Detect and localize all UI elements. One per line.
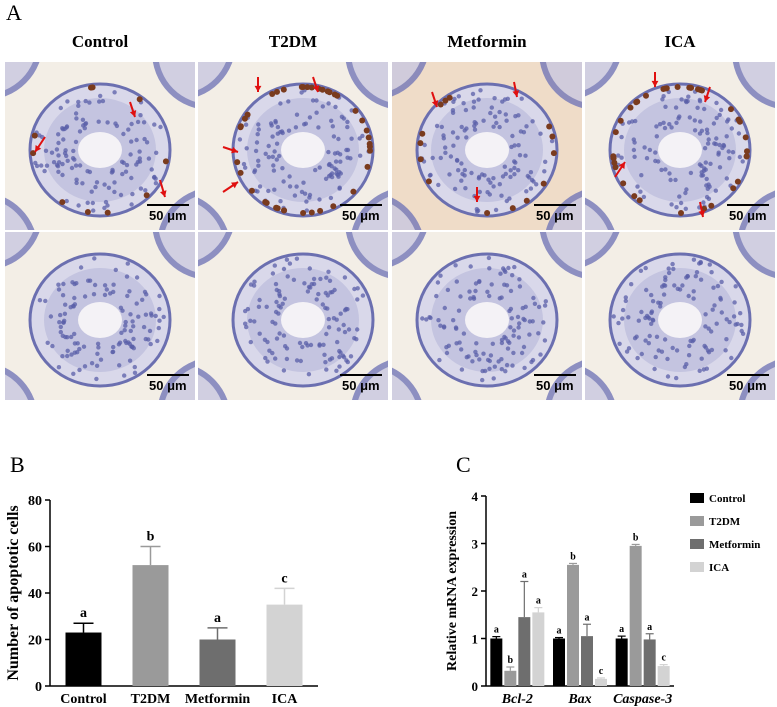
legend-label: T2DM bbox=[709, 516, 741, 528]
significance-letter: a bbox=[536, 596, 541, 607]
apoptotic-cells-chart: Number of apoptotic cells 0 20 40 60 80 a Contr… bbox=[5, 494, 318, 707]
bar-t2dm-bcl-2 bbox=[504, 670, 517, 686]
bar-control-caspase-3 bbox=[615, 638, 628, 686]
bar-ica-bcl-2 bbox=[532, 612, 545, 686]
scale-bar bbox=[340, 204, 382, 206]
y-tick-label: 0 bbox=[472, 679, 479, 694]
column-title-metformin: Metformin bbox=[447, 32, 527, 51]
mrna-expression-chart: Relative mRNA expression 0 1 2 3 4 a b a a Bcl-2 a b… bbox=[445, 489, 760, 707]
legend-swatch bbox=[690, 539, 704, 549]
x-tick-label: ICA bbox=[272, 692, 299, 707]
y-tick-label: 40 bbox=[28, 587, 42, 602]
y-axis-label: Relative mRNA expression bbox=[445, 511, 460, 671]
column-title-ica: ICA bbox=[664, 32, 696, 51]
bar-control bbox=[65, 632, 102, 686]
y-tick-label: 2 bbox=[472, 584, 479, 599]
x-tick-label: Bax bbox=[567, 692, 591, 707]
scale-bar-label: 50 μm bbox=[536, 378, 574, 393]
bar-t2dm bbox=[132, 565, 169, 686]
column-title-t2dm: T2DM bbox=[268, 32, 318, 51]
legend-label: Metformin bbox=[709, 539, 760, 551]
scale-bar bbox=[534, 204, 576, 206]
scale-bar bbox=[147, 374, 189, 376]
significance-letter: a bbox=[557, 626, 562, 637]
scale-bar bbox=[340, 374, 382, 376]
micrograph-control-control-stain: 50 μm bbox=[5, 232, 195, 400]
y-tick-label: 4 bbox=[472, 489, 479, 504]
bar-metformin-bcl-2 bbox=[518, 617, 531, 686]
bar-control-bcl-2 bbox=[490, 638, 503, 686]
bar-t2dm-caspase-3 bbox=[629, 545, 642, 686]
y-tick-label: 80 bbox=[28, 494, 42, 509]
y-tick-label: 3 bbox=[472, 537, 479, 552]
scale-bar bbox=[147, 204, 189, 206]
x-tick-label: Control bbox=[60, 692, 107, 707]
x-tick-label: T2DM bbox=[131, 692, 171, 707]
micrograph-control-tunel: 50 μm bbox=[5, 62, 195, 230]
y-tick-label: 20 bbox=[28, 634, 42, 649]
y-tick-label: 60 bbox=[28, 541, 42, 556]
scale-bar-label: 50 μm bbox=[342, 208, 380, 223]
y-tick-label: 0 bbox=[35, 680, 42, 695]
scale-bar bbox=[534, 374, 576, 376]
significance-letter: a bbox=[494, 625, 499, 636]
y-axis-label: Number of apoptotic cells bbox=[5, 505, 22, 680]
bar-metformin-caspase-3 bbox=[643, 639, 656, 686]
micrograph-metformin-tunel: 50 μm bbox=[392, 62, 582, 230]
significance-letter: b bbox=[633, 532, 639, 543]
significance-letter: a bbox=[647, 622, 652, 633]
x-tick-label: Metformin bbox=[185, 692, 251, 707]
significance-letter: b bbox=[147, 530, 155, 545]
significance-letter: a bbox=[619, 624, 624, 635]
scale-bar-label: 50 μm bbox=[729, 378, 767, 393]
significance-letter: b bbox=[508, 655, 514, 666]
bar-metformin bbox=[199, 639, 236, 686]
panel-a-letter: A bbox=[6, 0, 22, 25]
bar-control-bax bbox=[553, 638, 565, 686]
micrograph-t2dm-tunel: 50 μm bbox=[198, 62, 388, 230]
scale-bar-label: 50 μm bbox=[149, 208, 187, 223]
legend-label: ICA bbox=[709, 562, 729, 574]
significance-letter: a bbox=[585, 612, 590, 623]
bar-ica-caspase-3 bbox=[657, 666, 670, 686]
micrograph-metformin-control-stain: 50 μm bbox=[392, 232, 582, 400]
bar-ica-bax bbox=[595, 678, 607, 686]
bar-ica bbox=[266, 604, 303, 686]
scale-bar-label: 50 μm bbox=[149, 378, 187, 393]
significance-letter: b bbox=[570, 551, 576, 562]
legend-swatch bbox=[690, 562, 704, 572]
micrograph-ica-control-stain: 50 μm bbox=[585, 232, 775, 400]
y-tick-label: 1 bbox=[472, 632, 479, 647]
legend-label: Control bbox=[709, 493, 745, 505]
x-tick-label: Bcl-2 bbox=[501, 692, 533, 707]
scale-bar-label: 50 μm bbox=[729, 208, 767, 223]
panel-b-letter: B bbox=[10, 452, 25, 477]
legend-swatch bbox=[690, 493, 704, 503]
significance-letter: c bbox=[281, 571, 287, 586]
column-title-control: Control bbox=[71, 32, 129, 51]
significance-letter: a bbox=[522, 570, 527, 581]
scale-bar-label: 50 μm bbox=[342, 378, 380, 393]
significance-letter: c bbox=[661, 653, 666, 664]
bar-metformin-bax bbox=[581, 636, 593, 686]
micrograph-t2dm-control-stain: 50 μm bbox=[198, 232, 388, 400]
legend-swatch bbox=[690, 516, 704, 526]
significance-letter: a bbox=[80, 606, 87, 621]
panel-c-letter: C bbox=[456, 452, 471, 477]
bar-t2dm-bax bbox=[567, 564, 579, 686]
micrograph-ica-tunel: 50 μm bbox=[585, 62, 775, 230]
scale-bar bbox=[727, 374, 769, 376]
significance-letter: c bbox=[599, 666, 604, 677]
scale-bar-label: 50 μm bbox=[536, 208, 574, 223]
significance-letter: a bbox=[214, 611, 221, 626]
x-tick-label: Caspase-3 bbox=[613, 692, 672, 707]
scale-bar bbox=[727, 204, 769, 206]
